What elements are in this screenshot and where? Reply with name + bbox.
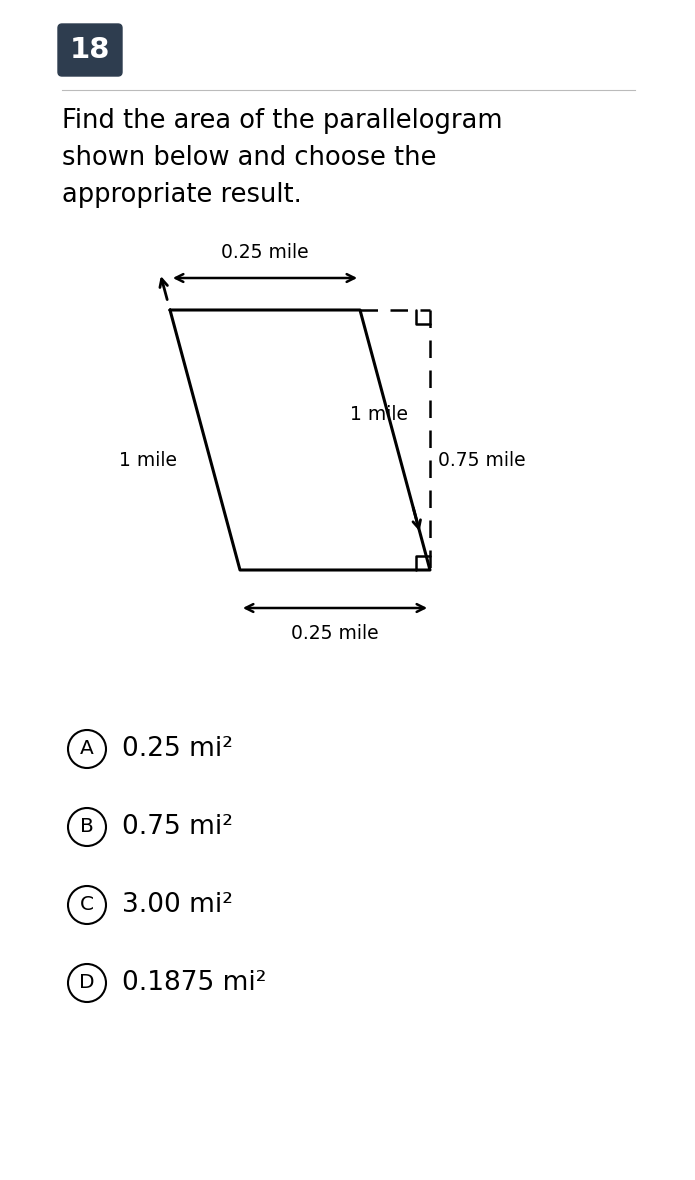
Text: C: C xyxy=(80,896,94,914)
Text: 0.1875 mi²: 0.1875 mi² xyxy=(122,970,266,996)
Text: 0.75 mile: 0.75 mile xyxy=(438,451,525,470)
FancyBboxPatch shape xyxy=(58,24,122,76)
Text: 1 mile: 1 mile xyxy=(350,406,408,425)
Text: A: A xyxy=(80,740,94,759)
Text: Find the area of the parallelogram
shown below and choose the
appropriate result: Find the area of the parallelogram shown… xyxy=(62,109,502,208)
Text: 1 mile: 1 mile xyxy=(119,451,177,470)
Text: 0.25 mile: 0.25 mile xyxy=(291,624,379,643)
Text: 3.00 mi²: 3.00 mi² xyxy=(122,892,233,918)
Text: 0.25 mi²: 0.25 mi² xyxy=(122,736,233,762)
Text: B: B xyxy=(80,818,94,837)
Text: 0.25 mile: 0.25 mile xyxy=(221,243,309,262)
Text: D: D xyxy=(79,974,95,992)
Text: 0.75 mi²: 0.75 mi² xyxy=(122,814,233,840)
Text: 18: 18 xyxy=(70,37,111,64)
